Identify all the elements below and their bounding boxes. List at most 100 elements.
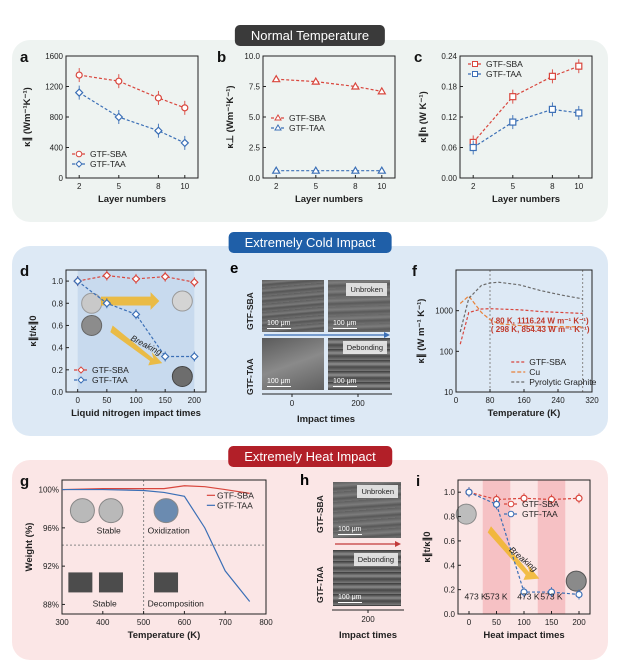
data-point [102, 271, 112, 280]
chart-a: 0 400 800 1200 1600 2 5 8 10 Layer numbers κ∥ (Wm⁻… [20, 49, 199, 205]
data-point [154, 126, 163, 136]
x-axis-label: Layer numbers [492, 194, 560, 205]
y-tick-label: 0.6 [444, 537, 456, 546]
series-line-gtf-taa [472, 108, 579, 149]
y-tick-label: 1000 [435, 307, 453, 316]
sample-photo [98, 572, 123, 593]
chart-b: 0.0 2.5 5.0 7.5 10.0 2 5 8 10 Layer numbers κ⊥ (Wm… [217, 49, 396, 205]
x-tick-label: 8 [550, 182, 555, 191]
panel-label: d [20, 263, 29, 280]
annotation-80k: ( 80 K, 1116.24 W m⁻¹ K⁻¹) [491, 317, 589, 326]
y-tick-label: 100 [440, 347, 454, 356]
chart-f: 10 100 1000 0 80 160 240 320 Temperature (K) κ∥ (… [412, 263, 599, 419]
sample-photo [81, 292, 103, 314]
legend-marker [75, 160, 83, 168]
panel-label: c [414, 49, 422, 66]
normal-section-bg [12, 40, 608, 222]
y-tick-label: 0.24 [441, 52, 457, 61]
data-point [520, 494, 528, 502]
data-point [311, 165, 321, 174]
x-tick-label: 320 [585, 396, 599, 405]
x-tick-label: 200 [188, 396, 202, 405]
data-point [548, 72, 556, 80]
data-point [350, 165, 360, 174]
panel-label: i [416, 473, 420, 490]
series-line-cu [459, 295, 583, 328]
cold-section-title: Extremely Cold Impact [228, 232, 392, 253]
yellow-arrow [101, 292, 160, 310]
panel-e-arrow [264, 332, 390, 338]
sample-photo [69, 498, 95, 524]
y-tick-label: 1600 [45, 52, 63, 61]
x-tick-label: 0 [454, 396, 459, 405]
y-tick-label: 96% [43, 524, 59, 533]
oxidization-label: Oxidization [148, 526, 190, 536]
legend-label: GTF-TAA [522, 509, 558, 519]
data-point [160, 272, 170, 282]
debonding-tag: Debonding [353, 553, 398, 566]
x-tick-label: 5 [511, 182, 516, 191]
legend-label: GTF-SBA [289, 113, 326, 123]
band-label: 573 K [540, 591, 563, 601]
band-label: 573 K [485, 591, 508, 601]
legend-marker [507, 510, 515, 518]
y-tick-label: 0.4 [444, 561, 456, 570]
debonding-tag: Debonding [342, 341, 387, 354]
y-tick-label: 0.06 [441, 144, 457, 153]
scale-bar: 100 μm [267, 320, 291, 329]
legend-marker [75, 150, 83, 158]
panel-e-row1-label: GTF-SBA [245, 292, 255, 330]
y-axis-label: κ∥ (W m⁻¹ K⁻¹) [416, 299, 427, 364]
data-point [575, 590, 583, 599]
data-point [520, 588, 528, 596]
unbroken-tag: Unbroken [357, 485, 398, 498]
sample-photo [171, 365, 193, 387]
panel-e-xtick-0: 0 [290, 399, 295, 408]
legend-marker [472, 71, 478, 77]
legend-marker [274, 114, 282, 121]
sample-photo [171, 290, 193, 312]
y-tick-label: 0.12 [441, 113, 457, 122]
y-tick-label: 1.0 [52, 277, 64, 286]
x-tick-label: 2 [77, 182, 82, 191]
y-tick-label: 0.6 [52, 321, 64, 330]
sample-photo [98, 498, 124, 524]
data-point [114, 112, 124, 122]
series-line-gtf-sba [459, 308, 583, 345]
y-tick-label: 400 [50, 144, 64, 153]
y-tick-label: 0 [59, 174, 64, 183]
series-line-gtf-sba [276, 78, 382, 92]
scale-bar: 100 μm [267, 378, 291, 387]
panel-label: g [20, 473, 29, 490]
x-tick-label: 0 [467, 618, 472, 627]
legend-label: GTF-SBA [522, 499, 559, 509]
x-axis-label: Heat impact times [483, 630, 564, 641]
y-axis-label: κ⊥ (Wm⁻¹K⁻¹) [225, 85, 236, 148]
data-point [181, 104, 189, 112]
y-tick-label: 0.8 [444, 513, 456, 522]
x-tick-label: 5 [117, 182, 122, 191]
x-tick-label: 80 [486, 396, 495, 405]
chart-d: 0.0 0.2 0.4 0.6 0.8 1.0 0 50 100 150 200 Liquid nit… [20, 263, 207, 419]
y-axis-label: κ∥t/κ∥0 [422, 531, 433, 562]
x-tick-label: 10 [574, 182, 583, 191]
x-tick-label: 0 [75, 396, 80, 405]
decomposition-label: Decomposition [148, 598, 204, 608]
legend-label: GTF-SBA [529, 357, 566, 367]
data-point [75, 71, 83, 79]
panel-h-axis: 200 Impact times [332, 609, 404, 641]
data-point [160, 352, 170, 361]
panel-label: a [20, 49, 29, 66]
y-tick-label: 0.2 [52, 366, 64, 375]
x-tick-label: 2 [274, 182, 279, 191]
y-axis-label: Weight (%) [24, 523, 35, 572]
scale-bar: 100 μm [338, 594, 362, 603]
series-line-gtf-sba [61, 485, 250, 494]
data-point [102, 298, 112, 308]
legend-label: Cu [529, 367, 540, 377]
chart-i: 0.0 0.2 0.4 0.6 0.8 1.0 0 50 100 150 200 Heat impac… [416, 473, 591, 641]
unbroken-tag: Unbroken [346, 283, 387, 296]
x-tick-label: 50 [492, 618, 501, 627]
x-tick-label: 500 [137, 618, 151, 627]
annotation-298k: ( 298 K, 854.43 W m⁻¹ K⁻¹) [491, 325, 590, 334]
